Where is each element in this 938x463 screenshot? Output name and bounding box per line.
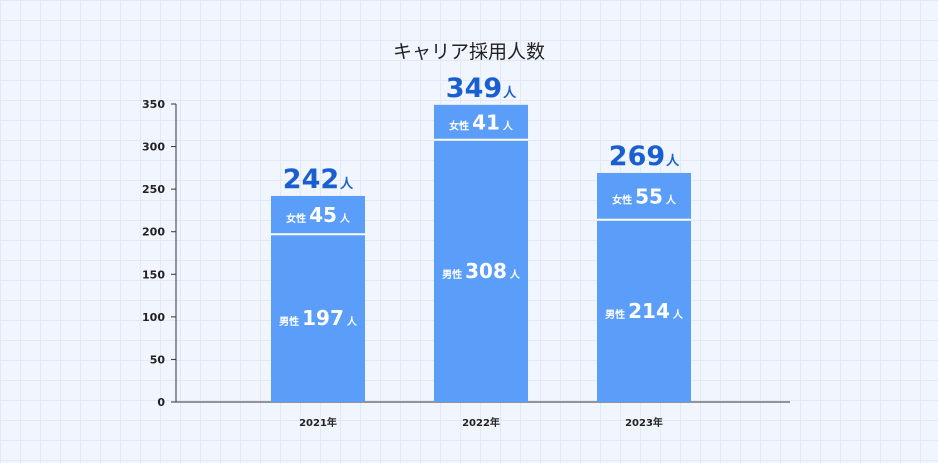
bar-male-2023年: [597, 219, 691, 402]
x-tick-label: 2021年: [299, 416, 337, 429]
total-label: 269人: [609, 141, 680, 172]
total-value: 269: [609, 141, 665, 172]
segment-label-female: 女性 41 人: [449, 110, 514, 134]
unit-label: 人: [503, 119, 514, 132]
unit-label: 人: [347, 315, 358, 328]
total-value: 349: [446, 73, 502, 104]
y-tick-label: 350: [142, 98, 165, 111]
segment-label-female: 女性 45 人: [286, 203, 351, 227]
y-tick-label: 150: [142, 268, 165, 281]
series-name-female: 女性: [449, 119, 469, 132]
total-value: 242: [283, 164, 339, 195]
bar-female-2023年: [597, 172, 691, 220]
value-male: 197: [302, 306, 344, 330]
bar-male-2021年: [271, 234, 365, 402]
total-unit: 人: [666, 153, 680, 169]
value-male: 308: [465, 259, 507, 283]
x-tick-label: 2022年: [462, 416, 500, 429]
y-axis: 0 50 100 150 200 250 300 350: [142, 98, 177, 409]
total-label: 242人: [283, 164, 354, 195]
unit-label: 人: [673, 308, 684, 321]
value-female: 45: [309, 203, 337, 227]
bar-male-2022年: [434, 139, 528, 402]
chart-title: キャリア採用人数: [393, 41, 545, 63]
unit-label: 人: [340, 212, 351, 225]
segment-label-male: 男性 308 人: [442, 259, 521, 283]
segment-label-male: 男性 214 人: [605, 299, 684, 323]
total-unit: 人: [340, 176, 354, 192]
segment-label-male: 男性 197 人: [279, 306, 358, 330]
unit-label: 人: [510, 268, 521, 281]
value-female: 55: [635, 184, 663, 208]
bars: [271, 104, 691, 402]
series-name-male: 男性: [605, 308, 625, 321]
y-tick-label: 100: [142, 311, 165, 324]
series-name-male: 男性: [442, 268, 462, 281]
x-tick-label: 2023年: [625, 416, 663, 429]
total-unit: 人: [503, 85, 517, 101]
y-tick-label: 200: [142, 226, 165, 239]
segment-label-female: 女性 55 人: [612, 184, 677, 208]
value-female: 41: [472, 110, 500, 134]
y-tick-label: 0: [157, 396, 165, 409]
value-male: 214: [628, 299, 670, 323]
series-name-female: 女性: [612, 193, 632, 206]
total-label: 349人: [446, 73, 517, 104]
series-name-male: 男性: [279, 315, 299, 328]
y-tick-label: 300: [142, 141, 165, 154]
bar-female-2021年: [271, 195, 365, 235]
y-tick-label: 50: [150, 353, 166, 366]
series-name-female: 女性: [286, 212, 306, 225]
x-axis: 2021年 2022年 2023年: [176, 401, 790, 429]
bar-female-2022年: [434, 104, 528, 140]
unit-label: 人: [666, 193, 677, 206]
y-tick-label: 250: [142, 183, 165, 196]
